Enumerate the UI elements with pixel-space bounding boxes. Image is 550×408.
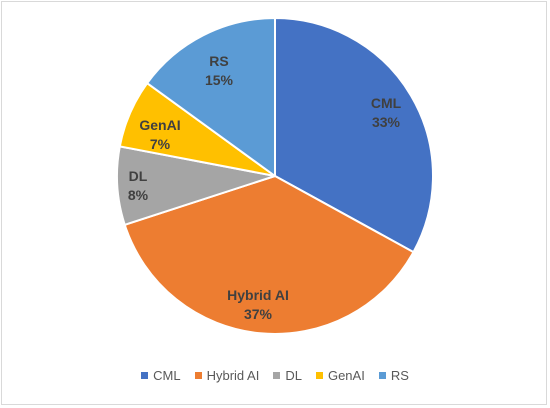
legend-label-dl: DL bbox=[285, 368, 302, 383]
slice-label-hybrid-ai: Hybrid AI bbox=[227, 287, 289, 303]
slice-value-rs: 15% bbox=[205, 72, 234, 88]
slice-label-dl: DL bbox=[129, 168, 148, 184]
slice-label-cml: CML bbox=[371, 95, 402, 111]
slice-label-rs: RS bbox=[209, 53, 228, 69]
legend-swatch-genai bbox=[315, 372, 323, 379]
legend-item-rs: RS bbox=[378, 368, 409, 383]
chart-legend: CML Hybrid AI DL GenAI RS bbox=[0, 368, 550, 383]
slice-value-genai: 7% bbox=[150, 136, 171, 152]
legend-label-rs: RS bbox=[390, 368, 409, 383]
pie-labels: CML 33% Hybrid AI 37% DL 8% GenAI 7% RS 15% bbox=[128, 53, 402, 322]
legend-swatch-cml bbox=[141, 372, 149, 379]
legend-label-cml: CML bbox=[153, 368, 181, 383]
legend-swatch-dl bbox=[273, 372, 281, 379]
legend-label-hybrid-ai: Hybrid AI bbox=[206, 368, 260, 383]
slice-label-genai: GenAI bbox=[139, 117, 180, 133]
pie-slice-rs bbox=[146, 17, 276, 177]
legend-item-genai: GenAI bbox=[315, 368, 365, 383]
slice-value-cml: 33% bbox=[372, 114, 401, 130]
slice-value-hybrid-ai: 37% bbox=[244, 306, 273, 322]
legend-item-dl: DL bbox=[273, 368, 302, 383]
legend-swatch-rs bbox=[378, 372, 386, 379]
pie-slice-hybrid-ai bbox=[123, 175, 415, 335]
legend-item-cml: CML bbox=[141, 368, 181, 383]
pie-slices bbox=[116, 17, 434, 335]
legend-swatch-hybrid-ai bbox=[194, 372, 202, 379]
slice-value-dl: 8% bbox=[128, 187, 149, 203]
pie-slice-cml bbox=[274, 17, 434, 254]
legend-label-genai: GenAI bbox=[327, 368, 365, 383]
legend-item-hybrid-ai: Hybrid AI bbox=[194, 368, 260, 383]
